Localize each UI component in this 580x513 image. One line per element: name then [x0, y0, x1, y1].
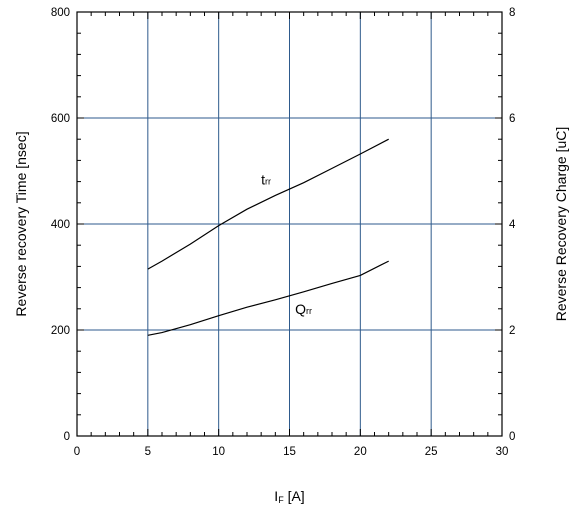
y-left-tick-label: 800 [51, 7, 70, 19]
series-label-qrr: Qrr [295, 301, 312, 317]
y-left-tick-label: 600 [51, 113, 70, 125]
x-tick-label: 20 [354, 446, 367, 458]
x-tick-label: 30 [496, 446, 509, 458]
minor-ticks [76, 11, 503, 437]
x-tick-label: 10 [212, 446, 225, 458]
y-right-axis-title: Reverse Recovery Charge [uC] [553, 127, 569, 322]
y-right-tick-label: 8 [509, 7, 515, 19]
series-label-trr-sub: rr [265, 176, 271, 186]
y-left-tick-label: 0 [64, 431, 70, 443]
y-left-tick-label: 400 [51, 219, 70, 231]
y-left-axis-title: Reverse recovery Time [nsec] [13, 131, 29, 316]
series-line-0 [147, 138, 389, 270]
x-axis-title-main: I [274, 488, 278, 504]
y-right-tick-label: 4 [509, 219, 516, 231]
grid-lines [77, 12, 502, 436]
x-tick-label: 0 [74, 446, 80, 458]
plot-frame [76, 11, 503, 437]
series-lines [147, 138, 389, 336]
series-label-qrr-sub: rr [306, 306, 312, 316]
x-tick-label: 25 [425, 446, 438, 458]
series-line-1 [147, 260, 389, 336]
series-label-qrr-main: Q [295, 301, 306, 317]
y-left-tick-label: 200 [51, 325, 70, 337]
series-label-trr: trr [261, 171, 271, 187]
x-tick-label: 5 [145, 446, 151, 458]
x-axis-title-unit: [A] [284, 488, 305, 504]
y-right-tick-label: 6 [509, 113, 515, 125]
x-tick-label: 15 [283, 446, 296, 458]
series-label-trr-main: t [261, 171, 265, 187]
y-right-tick-label: 0 [509, 431, 515, 443]
y-right-tick-label: 2 [509, 325, 515, 337]
x-axis-title: IF [A] [274, 488, 304, 505]
x-axis-title-sub: F [278, 495, 284, 505]
